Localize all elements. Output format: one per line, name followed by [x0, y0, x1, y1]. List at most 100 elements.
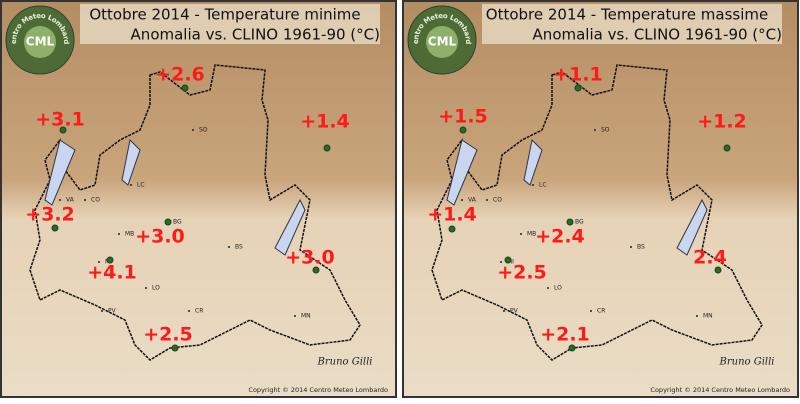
city-dot: [520, 233, 522, 235]
station-dot: [323, 144, 331, 152]
station-dot: [566, 218, 574, 226]
station-value: +2.6: [155, 64, 205, 86]
city-dot: [461, 199, 463, 201]
station-dot: [181, 84, 189, 92]
station-value: +2.1: [540, 324, 590, 346]
station-value: +3.0: [135, 226, 185, 248]
station-value: +1.1: [553, 64, 603, 86]
city-dot: [547, 287, 549, 289]
city-label: VA: [468, 197, 477, 204]
station-value: +3.2: [25, 204, 75, 226]
copyright: Copyright © 2014 Centro Meteo Lombardo: [248, 386, 388, 394]
station-dot: [568, 344, 576, 352]
station-value: +3.1: [35, 109, 85, 131]
station-dot: [723, 144, 731, 152]
station-dot: [59, 126, 67, 134]
title: Ottobre 2014 - Temperature massime: [486, 6, 768, 24]
lake: [523, 138, 543, 186]
city-dot: [590, 310, 592, 312]
city-dot: [101, 310, 103, 312]
city-dot: [486, 199, 488, 201]
title: Ottobre 2014 - Temperature minime: [89, 6, 360, 24]
city-dot: [503, 310, 505, 312]
city-dot: [696, 315, 698, 317]
city-label: MB: [527, 231, 536, 238]
city-label: BS: [637, 244, 645, 251]
station-value: +4.1: [87, 262, 137, 284]
station-value: +2.4: [535, 226, 585, 248]
station-dot: [171, 344, 179, 352]
subtitle: Anomalia vs. CLINO 1961-90 (°C): [131, 26, 380, 44]
station-value: +2.5: [497, 262, 547, 284]
station-value: +2.5: [143, 324, 193, 346]
station-value: 2.4: [693, 247, 727, 269]
city-label: MB: [125, 231, 134, 238]
logo-center: [426, 26, 458, 58]
city-label: LC: [539, 182, 547, 189]
logo-initials: CML: [428, 35, 457, 49]
city-dot: [500, 261, 502, 263]
city-dot: [145, 287, 147, 289]
city-label: BG: [575, 219, 584, 226]
station-dot: [312, 266, 320, 274]
city-label: CO: [493, 197, 502, 204]
title-box: [482, 4, 782, 44]
map-panel: Ottobre 2014 - Temperature minime Anomali…: [0, 0, 397, 398]
city-dot: [192, 129, 194, 131]
lake: [274, 198, 306, 256]
panel-background: [402, 0, 799, 398]
city-label: PV: [108, 308, 117, 315]
city-dot: [532, 184, 534, 186]
lake: [446, 139, 478, 206]
city-label: CR: [597, 308, 605, 315]
panel-background: [0, 0, 397, 398]
city-label: CO: [91, 197, 100, 204]
station-value: +1.4: [300, 111, 350, 133]
city-dot: [98, 261, 100, 263]
city-label: MN: [703, 313, 713, 320]
signature: Bruno Gilli: [719, 357, 775, 368]
city-label: SO: [199, 127, 208, 134]
city-dot: [118, 233, 120, 235]
city-label: BS: [235, 244, 243, 251]
signature: Bruno Gilli: [317, 357, 373, 368]
station-dot: [504, 256, 512, 264]
station-dot: [459, 126, 467, 134]
station-dot: [448, 225, 456, 233]
lake: [121, 138, 141, 186]
logo-center: [24, 26, 56, 58]
city-label: BG: [173, 219, 182, 226]
city-label: MN: [301, 313, 311, 320]
city-dot: [84, 199, 86, 201]
city-label: LO: [554, 285, 562, 292]
city-label: LC: [137, 182, 145, 189]
city-dot: [130, 184, 132, 186]
subtitle: Anomalia vs. CLINO 1961-90 (°C): [533, 26, 782, 44]
city-label: VA: [66, 197, 75, 204]
city-dot: [188, 310, 190, 312]
station-dot: [574, 84, 582, 92]
logo-initials: CML: [26, 35, 55, 49]
station-value: +3.0: [285, 247, 335, 269]
lake: [676, 198, 708, 256]
map-panel: Ottobre 2014 - Temperature massime Anomal…: [402, 0, 799, 398]
logo: CMLCentro Meteo Lombardo: [403, 0, 477, 75]
city-dot: [630, 246, 632, 248]
city-label: SO: [601, 127, 610, 134]
city-dot: [59, 199, 61, 201]
station-dot: [106, 256, 114, 264]
lake: [44, 139, 76, 206]
copyright: Copyright © 2014 Centro Meteo Lombardo: [650, 386, 790, 394]
city-label: CR: [195, 308, 203, 315]
city-dot: [228, 246, 230, 248]
title-box: [80, 4, 380, 44]
city-label: LO: [152, 285, 160, 292]
station-dot: [164, 218, 172, 226]
station-value: +1.2: [697, 111, 747, 133]
city-dot: [594, 129, 596, 131]
station-value: +1.4: [427, 204, 477, 226]
station-dot: [714, 266, 722, 274]
city-label: PV: [510, 308, 519, 315]
station-value: +1.5: [438, 106, 488, 128]
